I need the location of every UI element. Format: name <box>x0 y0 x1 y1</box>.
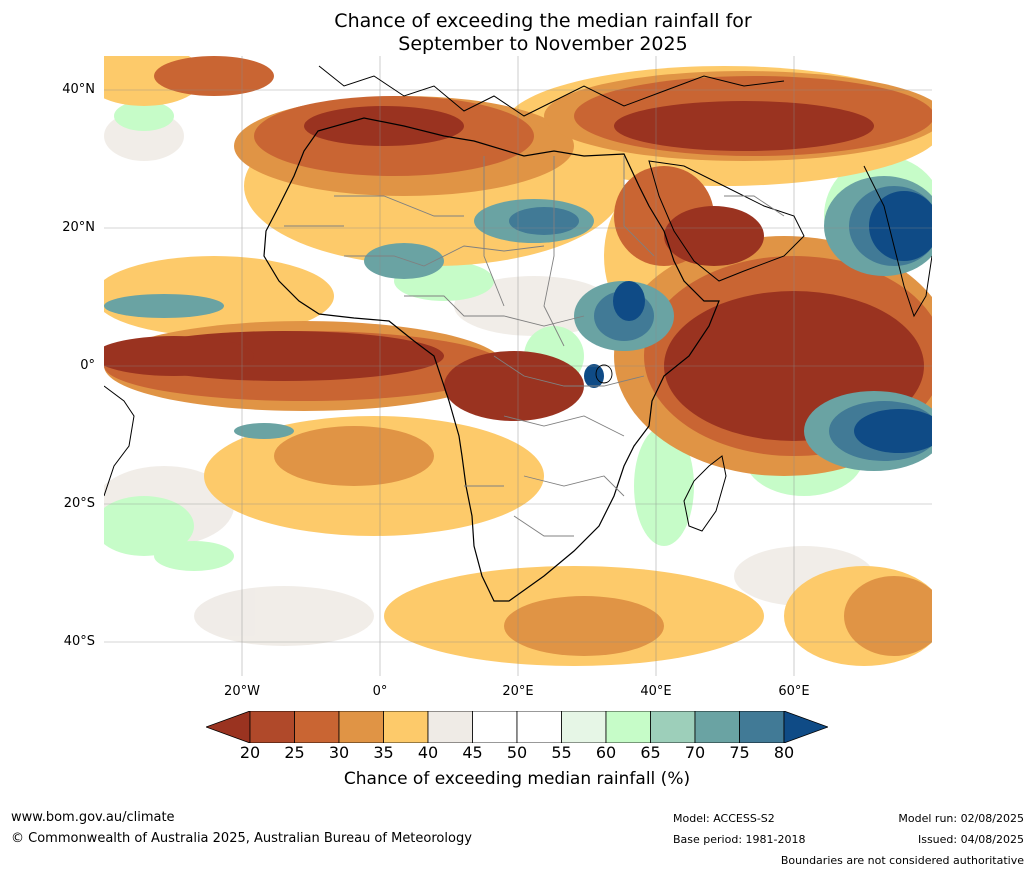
colorbar-bin <box>427 711 473 743</box>
lon-label-20e: 20°E <box>502 684 534 699</box>
colorbar-extend-high <box>783 711 828 743</box>
india-coastline <box>863 165 932 318</box>
gridlines <box>104 56 932 676</box>
colorbar-tick-label: 55 <box>551 743 572 762</box>
title-line-2: September to November 2025 <box>398 33 688 55</box>
footer-issued: Issued: 04/08/2025 <box>917 833 1024 846</box>
footer-website: www.bom.gov.au/climate <box>11 810 175 825</box>
colorbar-tick-label: 60 <box>595 743 617 762</box>
country-borders <box>284 156 785 537</box>
lat-label-40s: 40°S <box>63 634 95 649</box>
colorbar-label: Chance of exceeding median rainfall (%) <box>343 769 691 789</box>
lat-label-20n: 20°N <box>62 220 95 235</box>
map-svg <box>104 56 932 676</box>
lon-label-0: 0° <box>372 684 388 699</box>
colorbar-tick-label: 30 <box>328 743 350 762</box>
arabia-coastline <box>648 160 805 282</box>
colorbar <box>206 711 828 743</box>
africa-coastline <box>263 117 720 602</box>
colorbar-bin <box>605 711 651 743</box>
colorbar-tick-label: 50 <box>506 743 528 762</box>
lat-label-40n: 40°N <box>62 82 95 97</box>
lon-label-40e: 40°E <box>640 684 672 699</box>
colorbar-bin <box>338 711 384 743</box>
colorbar-tick-label: 75 <box>729 743 750 762</box>
colorbar-bin <box>739 711 785 743</box>
madagascar-outline <box>683 455 727 532</box>
colorbar-bin <box>383 711 429 743</box>
colorbar-tick-label: 65 <box>640 743 661 762</box>
colorbar-bin <box>249 711 295 743</box>
colorbar-tick-label: 40 <box>417 743 439 762</box>
map-title: Chance of exceeding the median rainfall … <box>0 10 1035 56</box>
lake-victoria-outline <box>595 364 613 384</box>
colorbar-tick-label: 20 <box>239 743 261 762</box>
lat-label-0: 0° <box>80 358 95 373</box>
south-america-coastline <box>104 385 135 497</box>
footer-model: Model: ACCESS-S2 <box>673 812 775 825</box>
footer-model-run: Model run: 02/08/2025 <box>898 812 1024 825</box>
colorbar-tick-label: 80 <box>773 743 795 762</box>
colorbar-bin <box>694 711 740 743</box>
footer-disclaimer: Boundaries are not considered authoritat… <box>780 854 1024 867</box>
colorbar-tick-label: 45 <box>462 743 483 762</box>
footer-copyright: © Commonwealth of Australia 2025, Austra… <box>11 831 472 846</box>
colorbar-tick-label: 70 <box>684 743 706 762</box>
title-line-1: Chance of exceeding the median rainfall … <box>334 10 752 32</box>
lon-label-60e: 60°E <box>778 684 810 699</box>
colorbar-bin <box>294 711 340 743</box>
lat-label-20s: 20°S <box>63 496 95 511</box>
colorbar-tick-label: 25 <box>284 743 305 762</box>
colorbar-extend-low <box>206 711 251 743</box>
colorbar-bin <box>516 711 562 743</box>
lon-label-20w: 20°W <box>224 684 260 699</box>
rainfall-map <box>104 56 932 676</box>
colorbar-tick-label: 35 <box>373 743 394 762</box>
europe-coastline <box>318 65 785 117</box>
footer-base-period: Base period: 1981-2018 <box>673 833 806 846</box>
colorbar-bin <box>650 711 696 743</box>
colorbar-bin <box>472 711 518 743</box>
colorbar-bin <box>561 711 607 743</box>
